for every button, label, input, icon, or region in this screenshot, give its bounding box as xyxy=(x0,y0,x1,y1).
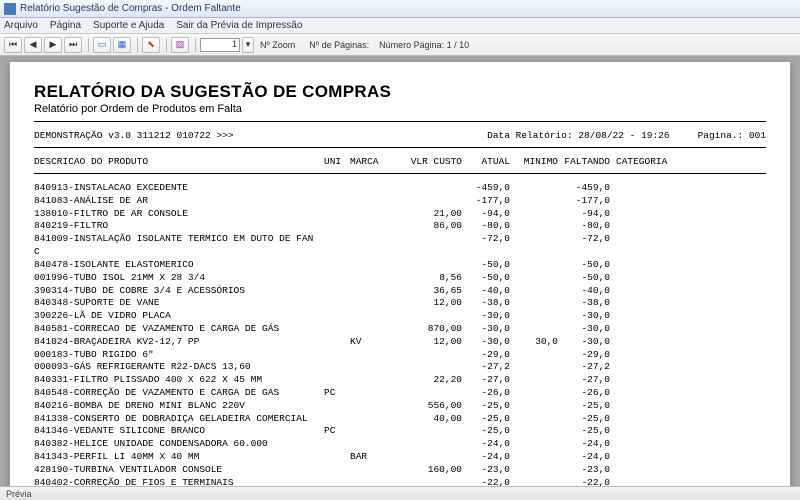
col-min: MINIMO xyxy=(510,156,558,167)
separator xyxy=(88,38,89,52)
col-cat: CATEGORIA xyxy=(610,156,670,167)
table-row: 840913-INSTALACAO EXCEDENTE-459,0-459,0 xyxy=(34,182,766,195)
zoom-label: Nº Zoom xyxy=(260,40,295,50)
page-label: Pagina.: 001 xyxy=(698,130,766,141)
divider xyxy=(34,147,766,148)
multi-page-button[interactable]: ▦ xyxy=(113,37,131,53)
col-falt: FALTANDO xyxy=(558,156,610,167)
zoom-input[interactable]: 1 xyxy=(200,38,240,52)
toolbar: ⏮ ◀ ▶ ⏭ ▭ ▦ ⬉ ▧ 1 ▾ Nº Zoom Nº de Página… xyxy=(0,34,800,56)
col-vlr: VLR CUSTO xyxy=(406,156,462,167)
separator xyxy=(195,38,196,52)
first-page-button[interactable]: ⏮ xyxy=(4,37,22,53)
table-row: 000183-TUBO RIGIDO 6"-29,0-29,0 xyxy=(34,349,766,362)
table-row: 840216-BOMBA DE DRENO MINI BLANC 220V556… xyxy=(34,400,766,413)
col-uni: UNI xyxy=(324,156,350,167)
table-row: 840331-FILTRO PLISSADO 400 X 622 X 45 MM… xyxy=(34,374,766,387)
divider xyxy=(34,121,766,122)
prev-page-button[interactable]: ◀ xyxy=(24,37,42,53)
date-label: Data Relatório: 28/08/22 - 19:26 xyxy=(487,130,669,141)
zoom-out-button[interactable]: ⬉ xyxy=(142,37,160,53)
demo-label: DEMONSTRAÇÃO v3.0 311212 010722 >>> xyxy=(34,130,234,141)
table-row: 390314-TUBO DE COBRE 3/4 E ACESSÓRIOS36,… xyxy=(34,285,766,298)
table-row: 000093-GÁS REFRIGERANTE R22-DACS 13,60-2… xyxy=(34,361,766,374)
window-title: Relatório Sugestão de Compras - Ordem Fa… xyxy=(20,3,241,14)
table-row: 390226-LÃ DE VIDRO PLACA-30,0-30,0 xyxy=(34,310,766,323)
table-row: 840548-CORREÇÃO DE VAZAMENTO E CARGA DE … xyxy=(34,387,766,400)
menu-arquivo[interactable]: Arquivo xyxy=(4,20,38,31)
statusbar: Prévia xyxy=(0,486,800,500)
menubar: Arquivo Página Suporte e Ajuda Sair da P… xyxy=(0,18,800,34)
table-row: 841083-ANÁLISE DE AR-177,0-177,0 xyxy=(34,195,766,208)
table-row: 840478-ISOLANTE ELASTOMERICO-50,0-50,0 xyxy=(34,259,766,272)
table-row: 840382-HELICE UNIDADE CONDENSADORA 60.00… xyxy=(34,438,766,451)
last-page-button[interactable]: ⏭ xyxy=(64,37,82,53)
report-title: RELATÓRIO DA SUGESTÃO DE COMPRAS xyxy=(34,82,766,102)
col-marca: MARCA xyxy=(350,156,406,167)
menu-suporte[interactable]: Suporte e Ajuda xyxy=(93,20,164,31)
table-row: 841024-BRAÇADEIRA KV2-12,7 PPKV12,00-30,… xyxy=(34,336,766,349)
setup-button[interactable]: ▧ xyxy=(171,37,189,53)
table-row: 138010-FILTRO DE AR CONSOLE21,00-94,0-94… xyxy=(34,208,766,221)
window-titlebar: Relatório Sugestão de Compras - Ordem Fa… xyxy=(0,0,800,18)
col-atual: ATUAL xyxy=(462,156,510,167)
status-text: Prévia xyxy=(6,489,32,499)
table-row: 841338-CONSERTO DE DOBRADIÇA GELADEIRA C… xyxy=(34,413,766,426)
col-desc: DESCRICAO DO PRODUTO xyxy=(34,156,324,167)
data-rows: 840913-INSTALACAO EXCEDENTE-459,0-459,08… xyxy=(34,182,766,486)
pages-label: Nº de Páginas: xyxy=(309,40,369,50)
menu-sair[interactable]: Sair da Prévia de Impressão xyxy=(176,20,302,31)
preview-viewport[interactable]: RELATÓRIO DA SUGESTÃO DE COMPRAS Relatór… xyxy=(0,56,800,486)
report-subtitle: Relatório por Ordem de Produtos em Falta xyxy=(34,103,766,115)
table-row: 841343-PERFIL LI 40MM X 40 MMBAR-24,0-24… xyxy=(34,451,766,464)
page-number: Número Página: 1 / 10 xyxy=(379,40,469,50)
menu-pagina[interactable]: Página xyxy=(50,20,81,31)
table-row: 001996-TUBO ISOL 21MM X 28 3/48,56-50,0-… xyxy=(34,272,766,285)
separator xyxy=(166,38,167,52)
column-headers: DESCRICAO DO PRODUTO UNI MARCA VLR CUSTO… xyxy=(34,156,766,167)
next-page-button[interactable]: ▶ xyxy=(44,37,62,53)
report-page: RELATÓRIO DA SUGESTÃO DE COMPRAS Relatór… xyxy=(10,62,790,486)
zoom-dropdown[interactable]: ▾ xyxy=(242,37,254,53)
table-row: 840581-CORRECAO DE VAZAMENTO E CARGA DE … xyxy=(34,323,766,336)
table-row: 840219-FILTRO86,00-80,0-80,0 xyxy=(34,220,766,233)
table-row: 428190-TURBINA VENTILADOR CONSOLE160,00-… xyxy=(34,464,766,477)
divider xyxy=(34,173,766,174)
app-icon xyxy=(4,3,16,15)
table-row: 840348-SUPORTE DE VANE12,00-38,0-38,0 xyxy=(34,297,766,310)
table-row: 841346-VEDANTE SILICONE BRANCOPC-25,0-25… xyxy=(34,425,766,438)
table-row: 840402-CORREÇÃO DE FIOS E TERMINAIS-22,0… xyxy=(34,477,766,486)
table-row: 841009-INSTALAÇÃO ISOLANTE TERMICO EM DU… xyxy=(34,233,766,259)
single-page-button[interactable]: ▭ xyxy=(93,37,111,53)
separator xyxy=(137,38,138,52)
report-meta: DEMONSTRAÇÃO v3.0 311212 010722 >>> Data… xyxy=(34,130,766,141)
